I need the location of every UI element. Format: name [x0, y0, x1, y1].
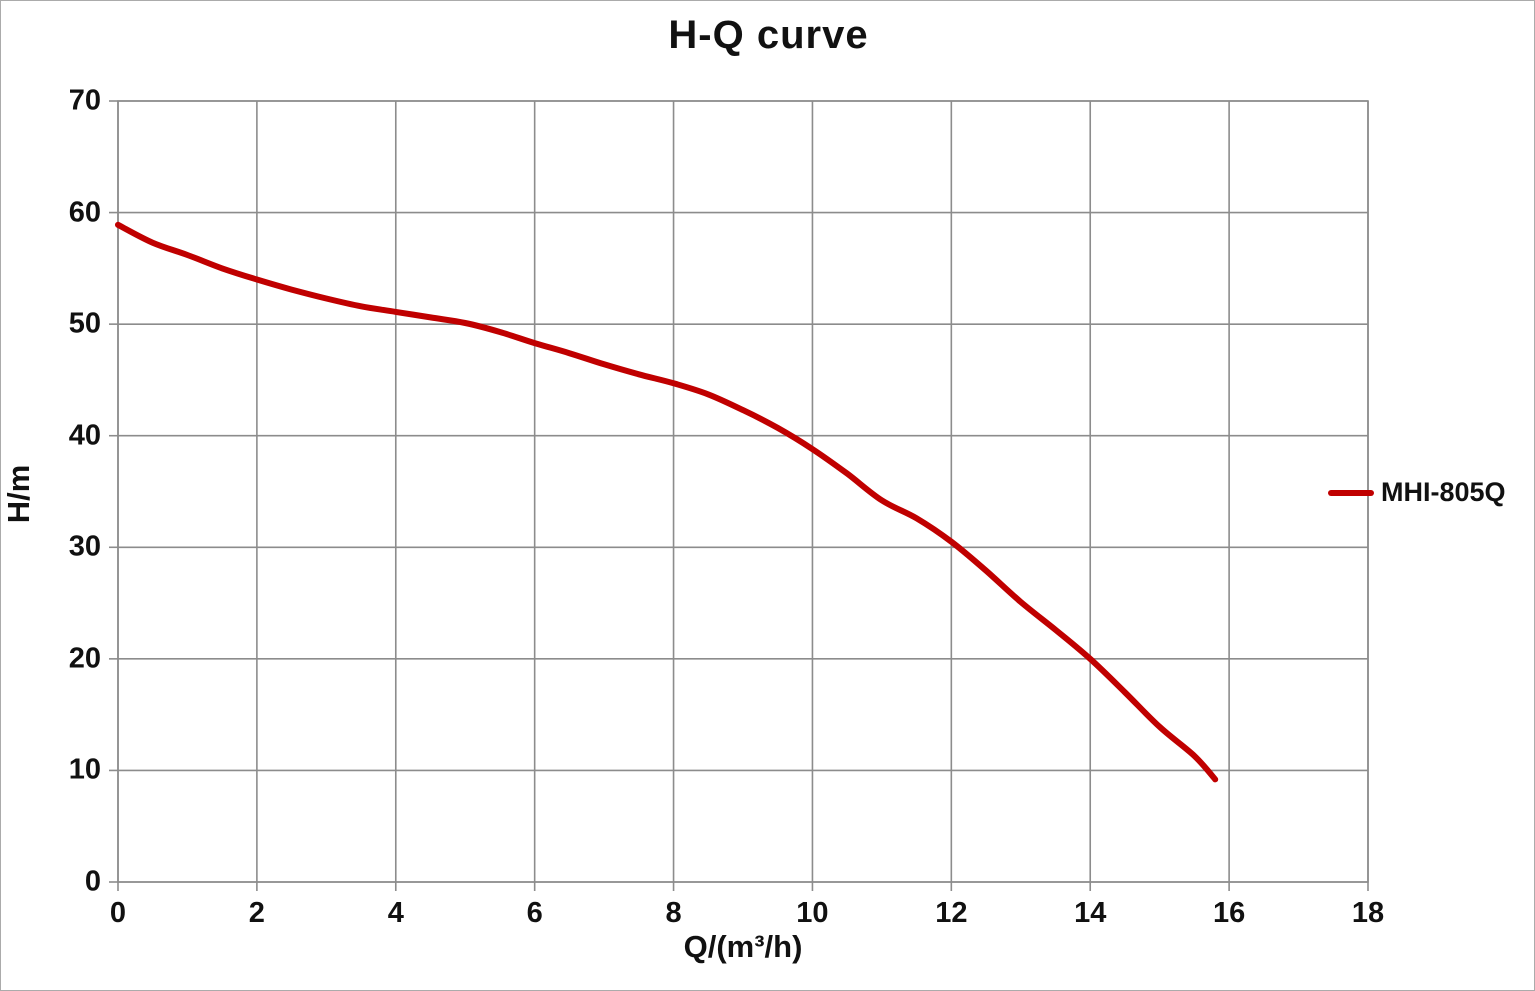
x-tick-label: 12 — [935, 897, 968, 929]
y-tick-label: 50 — [68, 307, 101, 340]
y-tick-label: 70 — [68, 84, 101, 117]
y-axis-title: H/m — [1, 464, 36, 524]
x-tick-label: 2 — [248, 897, 265, 929]
legend-line-swatch — [1328, 489, 1374, 496]
x-tick-label: 0 — [109, 897, 127, 929]
y-tick-label: 10 — [68, 753, 101, 786]
legend-series-label: MHI-805Q — [1381, 477, 1506, 507]
x-tick-label: 18 — [1351, 897, 1385, 929]
series-curve-MHI-805Q — [115, 221, 1219, 783]
y-tick-label: 20 — [68, 642, 101, 675]
plot-border — [117, 100, 1369, 883]
y-tick-label: 30 — [68, 530, 101, 563]
y-tick-label: 0 — [84, 865, 101, 898]
x-tick-label: 10 — [796, 897, 829, 929]
legend: MHI-805Q — [1328, 477, 1506, 508]
x-tick-label: 6 — [526, 897, 543, 929]
x-tick-label: 16 — [1212, 897, 1246, 929]
y-tick-label: 60 — [68, 196, 101, 229]
x-axis-title: Q/(m³/h) — [683, 929, 803, 964]
x-tick-label: 14 — [1074, 897, 1107, 929]
x-tick-label: 4 — [387, 897, 404, 929]
x-tick-label: 8 — [665, 897, 682, 929]
chart-title: H-Q curve — [668, 13, 869, 57]
y-tick-label: 40 — [68, 419, 101, 452]
